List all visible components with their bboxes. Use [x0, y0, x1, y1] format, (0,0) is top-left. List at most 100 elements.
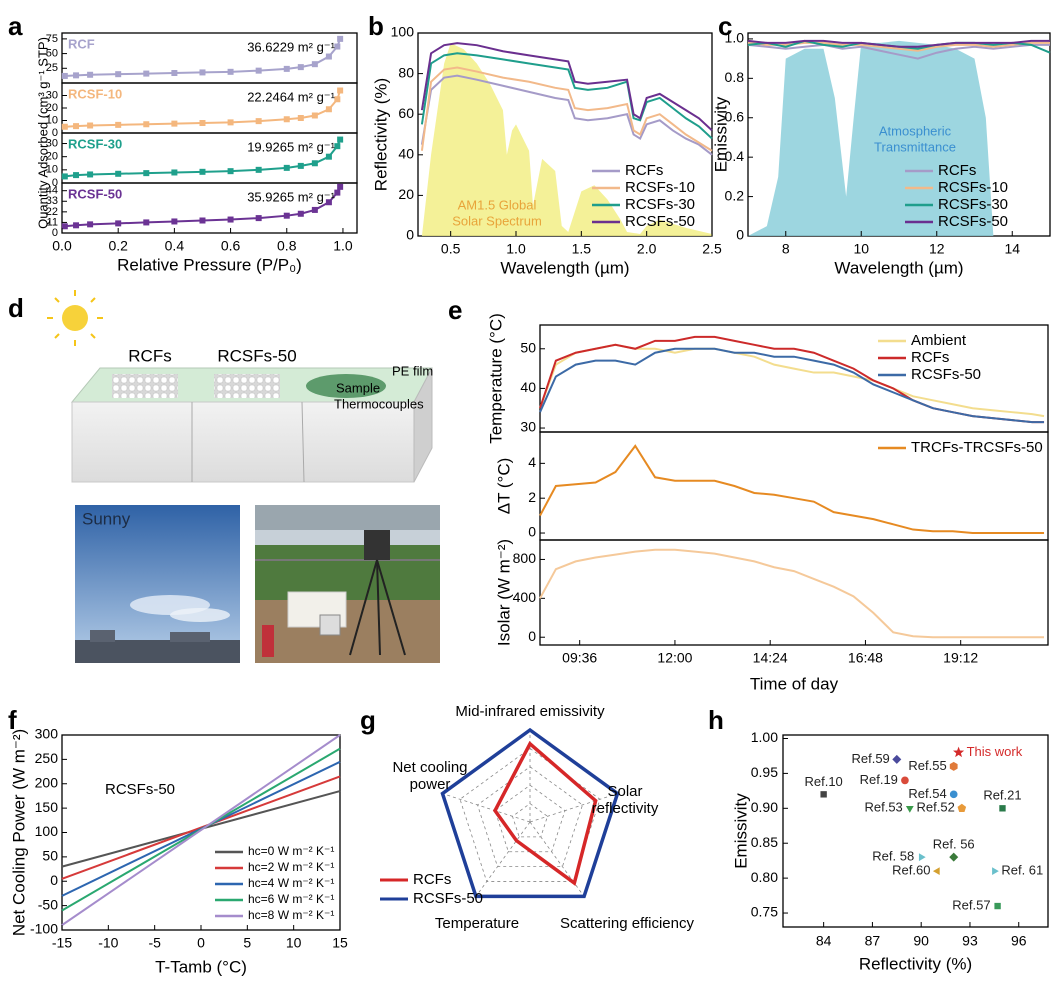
area-label: Transmittance — [874, 139, 956, 154]
box-front — [71, 401, 415, 483]
panel-letter: a — [8, 11, 23, 41]
data-point — [171, 120, 178, 127]
legend-label: Ambient — [911, 332, 967, 349]
data-point — [199, 69, 206, 76]
data-point — [227, 168, 234, 175]
series-label: RCSF-30 — [68, 136, 122, 151]
plot-frame — [539, 539, 1049, 646]
series-label: RCSF-10 — [68, 86, 122, 101]
data-point — [199, 120, 206, 126]
x-axis-label: T-Tamb (°C) — [155, 957, 247, 976]
y-tick-label: -50 — [38, 896, 58, 912]
y-tick-label: 50 — [42, 848, 58, 864]
sample-rcfs — [112, 374, 178, 398]
divider — [301, 401, 305, 483]
data-point — [115, 121, 122, 128]
point-label: Ref.54 — [908, 786, 946, 801]
legend-label: RCFs — [911, 349, 949, 366]
data-point — [334, 189, 341, 196]
y-tick-label: 300 — [35, 726, 59, 742]
data-point — [337, 183, 344, 190]
data-point — [283, 212, 290, 219]
legend-label: hc=6 W m⁻² K⁻¹ — [248, 892, 334, 906]
data-point — [311, 160, 318, 167]
sample-rcsfs — [214, 374, 280, 398]
data-point — [255, 215, 262, 222]
x-tick-label: 93 — [962, 933, 978, 949]
legend-label: hc=2 W m⁻² K⁻¹ — [248, 860, 334, 874]
y-axis-label: ΔT (°C) — [494, 458, 513, 515]
point-label: Ref.52 — [917, 800, 955, 815]
y-axis-label: Quantity Adsorbed (cm³ g⁻¹ STP) — [35, 37, 50, 229]
y-tick-label: 25 — [46, 62, 58, 74]
data-point — [171, 70, 178, 76]
x-tick-label: 09:36 — [562, 650, 597, 666]
y-tick-label: 0 — [528, 628, 536, 644]
point-label: Ref.19 — [860, 772, 898, 787]
y-tick-label: 4 — [528, 454, 536, 470]
x-tick-label: 14:24 — [753, 650, 788, 666]
y-axis-label: Emissivity — [711, 96, 730, 172]
y-tick-label: 10 — [46, 164, 58, 176]
y-tick-label: 0 — [52, 127, 58, 139]
y-axis-label: Isolar (W m⁻²) — [494, 539, 513, 646]
y-tick-label: 0 — [52, 227, 58, 239]
y-tick-label: 60 — [398, 105, 414, 121]
schematic: d RCFs RCSFs-50 PE film Sample Thermocou… — [8, 290, 440, 663]
area — [421, 43, 712, 237]
annotation: RCSFs-50 — [105, 781, 175, 798]
point-label: Ref.10 — [804, 774, 842, 789]
y-tick-label: 100 — [391, 24, 415, 40]
x-axis-label: Time of day — [750, 674, 839, 693]
x-axis-label: Reflectivity (%) — [859, 954, 972, 973]
x-tick-label: 2.5 — [702, 241, 722, 257]
y-tick-label: 80 — [398, 64, 414, 80]
series-line — [539, 548, 1045, 639]
data-point — [918, 853, 926, 862]
panel-letter: h — [708, 705, 724, 735]
data-point — [255, 118, 262, 125]
sample-label: RCFs — [128, 346, 171, 365]
legend-label: hc=8 W m⁻² K⁻¹ — [248, 908, 334, 922]
point-label: Ref.57 — [952, 897, 990, 912]
x-tick-label: 96 — [1011, 933, 1027, 949]
y-tick-label: 40 — [398, 146, 414, 162]
data-point — [283, 65, 290, 72]
x-tick-label: 15 — [332, 935, 348, 951]
data-point — [199, 217, 206, 224]
data-point — [337, 87, 344, 94]
data-point — [297, 162, 304, 169]
data-point — [283, 116, 290, 123]
panel-letter: f — [8, 705, 17, 735]
data-point — [949, 852, 959, 862]
data-point — [61, 223, 68, 230]
y-tick-label: 30 — [46, 89, 58, 101]
point-label: This work — [967, 744, 1023, 759]
legend-label: RCFs — [625, 162, 663, 179]
data-point — [311, 61, 318, 68]
x-tick-label: 1.0 — [333, 238, 353, 254]
data-point — [297, 64, 304, 71]
data-point — [325, 153, 332, 160]
y-tick-label: 33 — [46, 195, 58, 207]
data-point — [334, 143, 341, 150]
data-point — [953, 746, 965, 758]
plot-frame — [782, 734, 1049, 928]
y-tick-label: 100 — [35, 823, 59, 839]
data-point — [992, 867, 999, 876]
data-point — [901, 776, 909, 785]
y-tick-label: 30 — [46, 137, 58, 149]
photo-label: Sunny — [82, 509, 131, 528]
series-line — [747, 39, 1050, 48]
y-tick-label: 75 — [46, 33, 58, 45]
y-tick-label: 0.95 — [751, 764, 778, 780]
x-tick-label: 0.0 — [52, 238, 72, 254]
box-side — [413, 367, 433, 483]
radar-grid — [477, 766, 583, 868]
data-point — [255, 166, 262, 173]
point-label: Ref.53 — [864, 800, 902, 815]
radar-axis-label: Scattering efficiency — [560, 915, 694, 932]
legend-label: RCSFs-30 — [625, 196, 695, 213]
legend-label: RCSFs-50 — [625, 213, 695, 230]
